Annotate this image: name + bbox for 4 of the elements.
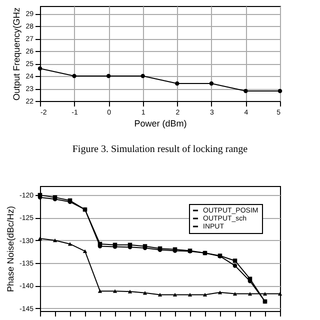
caption: Figure 3. Simulation result of locking range	[72, 144, 248, 155]
y-axis-title: Output Frequency(GHz	[12, 6, 22, 101]
y-axis-title: Phase Noise(dBc/Hz)	[5, 206, 16, 292]
x-axis-title: Power (dBm)	[134, 118, 187, 128]
